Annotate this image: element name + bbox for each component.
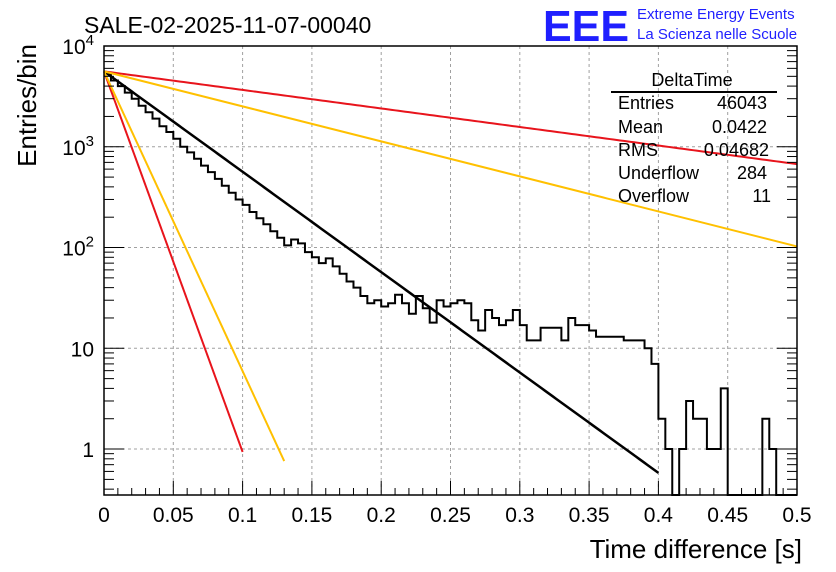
y-tick-label: 104 <box>62 32 94 59</box>
stats-value-overflow: 11 <box>752 186 771 206</box>
curve-exponential-fit <box>103 70 660 474</box>
stats-value-rms: 0.04682 <box>704 140 769 160</box>
curve-orange-steep <box>103 70 286 462</box>
x-tick-label: 0.25 <box>430 504 471 527</box>
x-tick-label: 0.2 <box>367 504 396 527</box>
curve-red-shallow <box>103 70 798 166</box>
curves <box>103 70 798 474</box>
logo-line-2: La Scienza nelle Scuole <box>637 26 797 43</box>
logo-mark: EEE <box>543 2 629 51</box>
stats-label-underflow: Underflow <box>618 163 700 183</box>
stats-label-overflow: Overflow <box>618 186 690 206</box>
eee-logo: EEE Extreme Energy Events La Scienza nel… <box>543 2 797 51</box>
x-tick-label: 0.5 <box>782 504 811 527</box>
x-tick-label: 0 <box>98 504 110 527</box>
stats-box: DeltaTime Entries 46043 Mean 0.0422 RMS … <box>611 70 777 206</box>
stats-label-mean: Mean <box>618 117 663 137</box>
x-axis-title: Time difference [s] <box>590 534 802 564</box>
x-tick-label: 0.35 <box>569 504 610 527</box>
curve-red-steep <box>103 71 244 453</box>
y-tick-label: 10 <box>71 338 94 361</box>
stats-title: DeltaTime <box>651 70 732 90</box>
stats-label-rms: RMS <box>618 140 658 160</box>
grid <box>104 46 797 495</box>
stats-value-entries: 46043 <box>717 93 767 113</box>
x-tick-label: 0.45 <box>707 504 748 527</box>
y-tick-label: 102 <box>62 234 94 261</box>
curve-orange-shallow <box>103 70 798 248</box>
x-tick-label: 0.15 <box>291 504 332 527</box>
stats-label-entries: Entries <box>618 93 674 113</box>
y-axis-title: Entries/bin <box>12 44 42 167</box>
histogram <box>104 71 797 496</box>
y-tick-label: 103 <box>62 133 94 160</box>
chart-title: SALE-02-2025-11-07-00040 <box>84 12 371 38</box>
histogram-outline <box>104 71 797 496</box>
y-tick-label: 1 <box>82 439 94 462</box>
axes: 0 0.05 0.1 0.15 0.2 0.25 0.3 0.35 0.4 0.45 0.5 1 10 1… <box>62 32 811 527</box>
x-tick-label: 0.4 <box>644 504 674 527</box>
stats-value-underflow: 284 <box>737 163 767 183</box>
x-tick-label: 0.05 <box>153 504 194 527</box>
x-tick-label: 0.1 <box>228 504 257 527</box>
stats-value-mean: 0.0422 <box>712 117 767 137</box>
logo-line-1: Extreme Energy Events <box>637 6 795 23</box>
x-tick-label: 0.3 <box>505 504 534 527</box>
